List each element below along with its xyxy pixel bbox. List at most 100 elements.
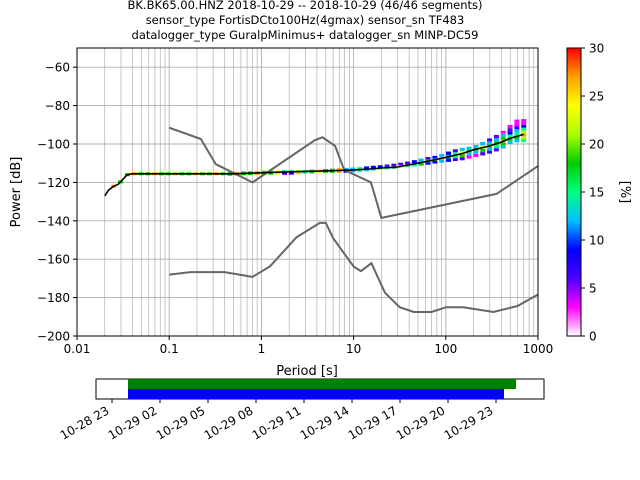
colorbar-tick-label: 20: [589, 138, 604, 152]
psd-heat-cell: [466, 152, 472, 156]
psd-heat-cell: [364, 168, 370, 172]
psd-heat-cell: [507, 128, 513, 132]
psd-heat-cell: [480, 152, 486, 156]
psd-heat-cell: [391, 163, 397, 167]
title-line-3: datalogger_type GuralpMinimus+ datalogge…: [132, 28, 479, 42]
psd-heat-cell: [514, 132, 520, 136]
psd-chart: 0.01 0.1 1 10 100 1000 −200 −180 −160 −140 −120 −1…: [9, 47, 553, 379]
y-tick-label: −60: [45, 61, 70, 75]
psd-heat-cell: [514, 126, 520, 130]
x-axis-label: Period [s]: [276, 364, 338, 379]
availability-tick-label: 10-29 05: [154, 403, 208, 442]
psd-heat-cell: [459, 150, 465, 155]
availability-tick-label: 10-29 14: [298, 403, 352, 442]
psd-heat-cell: [514, 135, 520, 140]
plot-area: [77, 48, 538, 336]
availability-bars: [128, 379, 516, 399]
y-tick-label: −180: [37, 291, 70, 305]
psd-heat-cell: [500, 145, 506, 149]
y-tick-label: −160: [37, 253, 70, 267]
psd-heat-cell: [493, 134, 499, 139]
psd-heat-cell: [507, 137, 513, 141]
psd-heat-cell: [507, 124, 513, 129]
psd-heat-cell: [514, 122, 520, 127]
availability-tick-label: 10-29 20: [394, 403, 448, 442]
psd-heat-cell: [487, 150, 493, 154]
psd-heat-cell: [493, 138, 499, 142]
nhnm-curve: [168, 126, 539, 220]
title-line-2: sensor_type FortisDCto100Hz(4gmax) senso…: [146, 13, 465, 27]
psd-heat-cell: [370, 165, 376, 169]
psd-heat-cell: [480, 141, 486, 146]
availability-tick-label: 10-29 08: [202, 403, 256, 442]
psd-heat-cell: [357, 169, 363, 172]
x-axis: 0.01 0.1 1 10 100 1000: [64, 336, 553, 356]
psd-heat-cell: [466, 146, 472, 150]
psd-heat-cell: [350, 167, 356, 170]
psd-heat-cell: [282, 172, 288, 175]
psd-heat-cell: [343, 167, 349, 171]
colorbar-tick-label: 30: [589, 42, 604, 56]
psd-heat-cell: [418, 162, 424, 166]
colorbar-tick-label: 5: [589, 282, 597, 296]
psd-heat-cell: [521, 136, 527, 140]
psd-heat-cell: [507, 134, 513, 138]
colorbar-label: [%]: [617, 181, 632, 204]
availability-tick-label: 10-29 11: [250, 403, 304, 442]
psd-heat-cell: [473, 150, 479, 154]
colorbar-tick-label: 15: [589, 186, 604, 200]
psd-heat-cell: [377, 165, 383, 168]
psd-heat-cell: [459, 157, 465, 161]
plot-frame: [76, 47, 539, 337]
availability-bar: [128, 379, 516, 389]
psd-heat-cell: [364, 166, 370, 169]
psd-heat-cell: [514, 129, 520, 133]
y-tick-label: −140: [37, 214, 70, 228]
y-tick-label: −80: [45, 99, 70, 113]
psd-heat-cell: [500, 142, 506, 146]
psd-heat-cell: [439, 153, 445, 157]
psd-heat-cell: [487, 138, 493, 142]
psd-heat-cell: [384, 164, 390, 167]
psd-heat-cell: [411, 163, 417, 167]
x-tick-label: 0.1: [160, 342, 179, 356]
colorbar-tick-label: 0: [589, 330, 597, 344]
psd-heat-cell: [521, 130, 527, 134]
x-tick-label: 0.01: [64, 342, 91, 356]
psd-heat-cell: [459, 154, 465, 158]
psd-heat-cell: [288, 172, 294, 175]
psd-heat-cell: [432, 160, 438, 164]
psd-heat-cell: [459, 147, 465, 151]
y-tick-label: −200: [37, 330, 70, 344]
psd-heat-cell: [514, 119, 520, 123]
psd-heat-cell: [493, 144, 499, 149]
x-tick-label: 1: [258, 342, 266, 356]
psd-heat-cell: [425, 162, 431, 165]
psd-heat-cell: [446, 151, 452, 155]
psd-heat-cell: [521, 121, 527, 125]
psd-heat-cell: [500, 136, 506, 140]
psd-heat-cell: [350, 169, 356, 173]
availability-tick-label: 10-28 23: [58, 403, 112, 442]
psd-heat-cell: [452, 152, 458, 156]
title-line-1: BK.BK65.00.HNZ 2018-10-29 -- 2018-10-29 …: [127, 0, 482, 12]
y-axis-label: Power [dB]: [9, 157, 24, 228]
colorbar: 0 5 10 15 20 25 30 [%]: [566, 42, 632, 344]
psd-heat-cell: [521, 127, 527, 131]
psd-heat-cell: [405, 161, 411, 165]
psd-heat-cell: [452, 155, 458, 159]
psd-heat-cell: [411, 160, 417, 164]
psd-heat-cell: [514, 139, 520, 143]
psd-heat-cell: [480, 148, 486, 153]
y-axis: −200 −180 −160 −140 −120 −100 −80 −60: [37, 61, 77, 344]
nlnm-curve: [169, 221, 539, 314]
psd-heat-cell: [418, 158, 424, 163]
colorbar-tick-label: 10: [589, 234, 604, 248]
psd-heat-cell: [500, 130, 506, 134]
psd-heat-cell: [425, 156, 431, 160]
y-tick-label: −100: [37, 138, 70, 152]
availability-tick-label: 10-29 23: [442, 403, 496, 442]
psd-heat-cell: [521, 119, 527, 122]
